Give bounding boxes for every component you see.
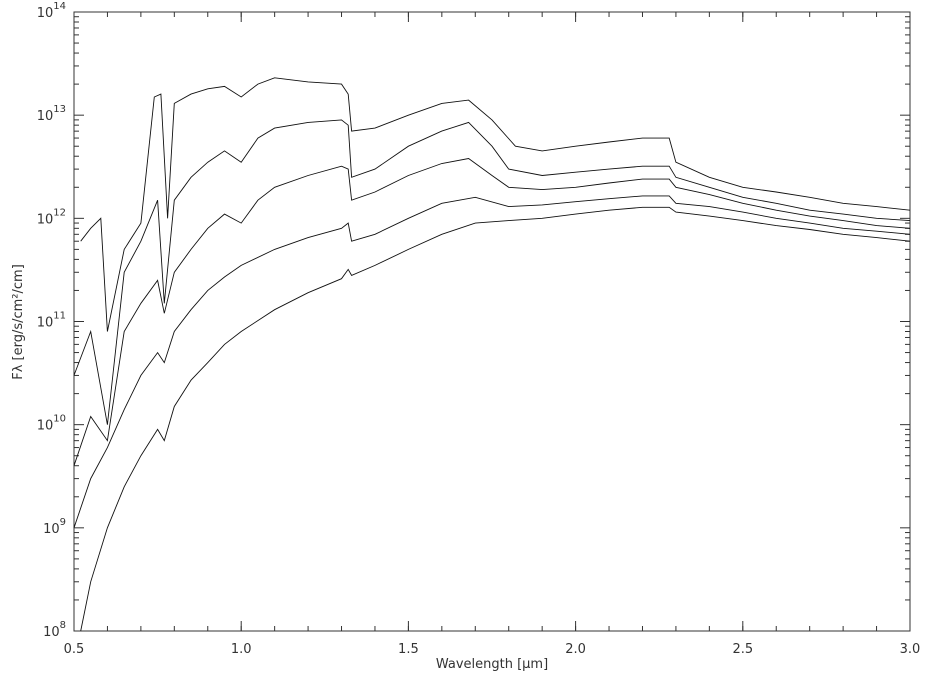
y-tick-base: 10: [43, 522, 60, 537]
y-tick-exponent: 9: [60, 517, 66, 528]
y-tick-label: 1014: [37, 1, 66, 21]
x-tick-label: 1.5: [398, 642, 419, 657]
y-tick-exponent: 10: [53, 414, 66, 425]
y-tick-label: 109: [43, 517, 66, 537]
y-tick-base: 10: [37, 212, 54, 227]
x-tick-label: 2.5: [732, 642, 753, 657]
plot-frame: [73, 11, 911, 632]
y-tick-exponent: 13: [53, 104, 66, 115]
y-tick-exponent: 11: [53, 311, 66, 322]
y-tick-exponent: 14: [53, 1, 66, 12]
y-tick-exponent: 8: [60, 620, 66, 631]
y-tick-label: 108: [43, 620, 66, 640]
x-tick-label: 1.0: [231, 642, 252, 657]
y-tick-label: 1012: [37, 207, 66, 227]
y-tick-exponent: 12: [53, 207, 66, 218]
spectrum-line-1: [80, 77, 911, 332]
spectrum-line-4: [73, 195, 911, 528]
y-tick-base: 10: [37, 316, 54, 331]
x-tick-label: 0.5: [64, 642, 85, 657]
tick-marks: [73, 11, 911, 632]
y-tick-base: 10: [37, 419, 54, 434]
y-axis-title: Fλ [erg/s/cm²/cm]: [11, 264, 26, 380]
x-axis-title: Wavelength [μm]: [436, 657, 548, 672]
spectrum-line-3: [73, 158, 911, 466]
spectrum-line-5: [80, 206, 911, 632]
y-tick-label: 1011: [37, 311, 66, 331]
y-tick-base: 10: [43, 625, 60, 640]
x-tick-label: 2.0: [565, 642, 586, 657]
y-tick-label: 1010: [37, 414, 66, 434]
y-tick-base: 10: [37, 6, 54, 21]
x-tick-labels: 0.5 1.0 1.5 2.0 2.5 3.0: [64, 642, 921, 657]
spectrum-line-2: [73, 119, 911, 425]
x-tick-label: 3.0: [900, 642, 921, 657]
series-group: [73, 77, 911, 632]
y-tick-label: 1013: [37, 104, 66, 124]
y-tick-base: 10: [37, 109, 54, 124]
